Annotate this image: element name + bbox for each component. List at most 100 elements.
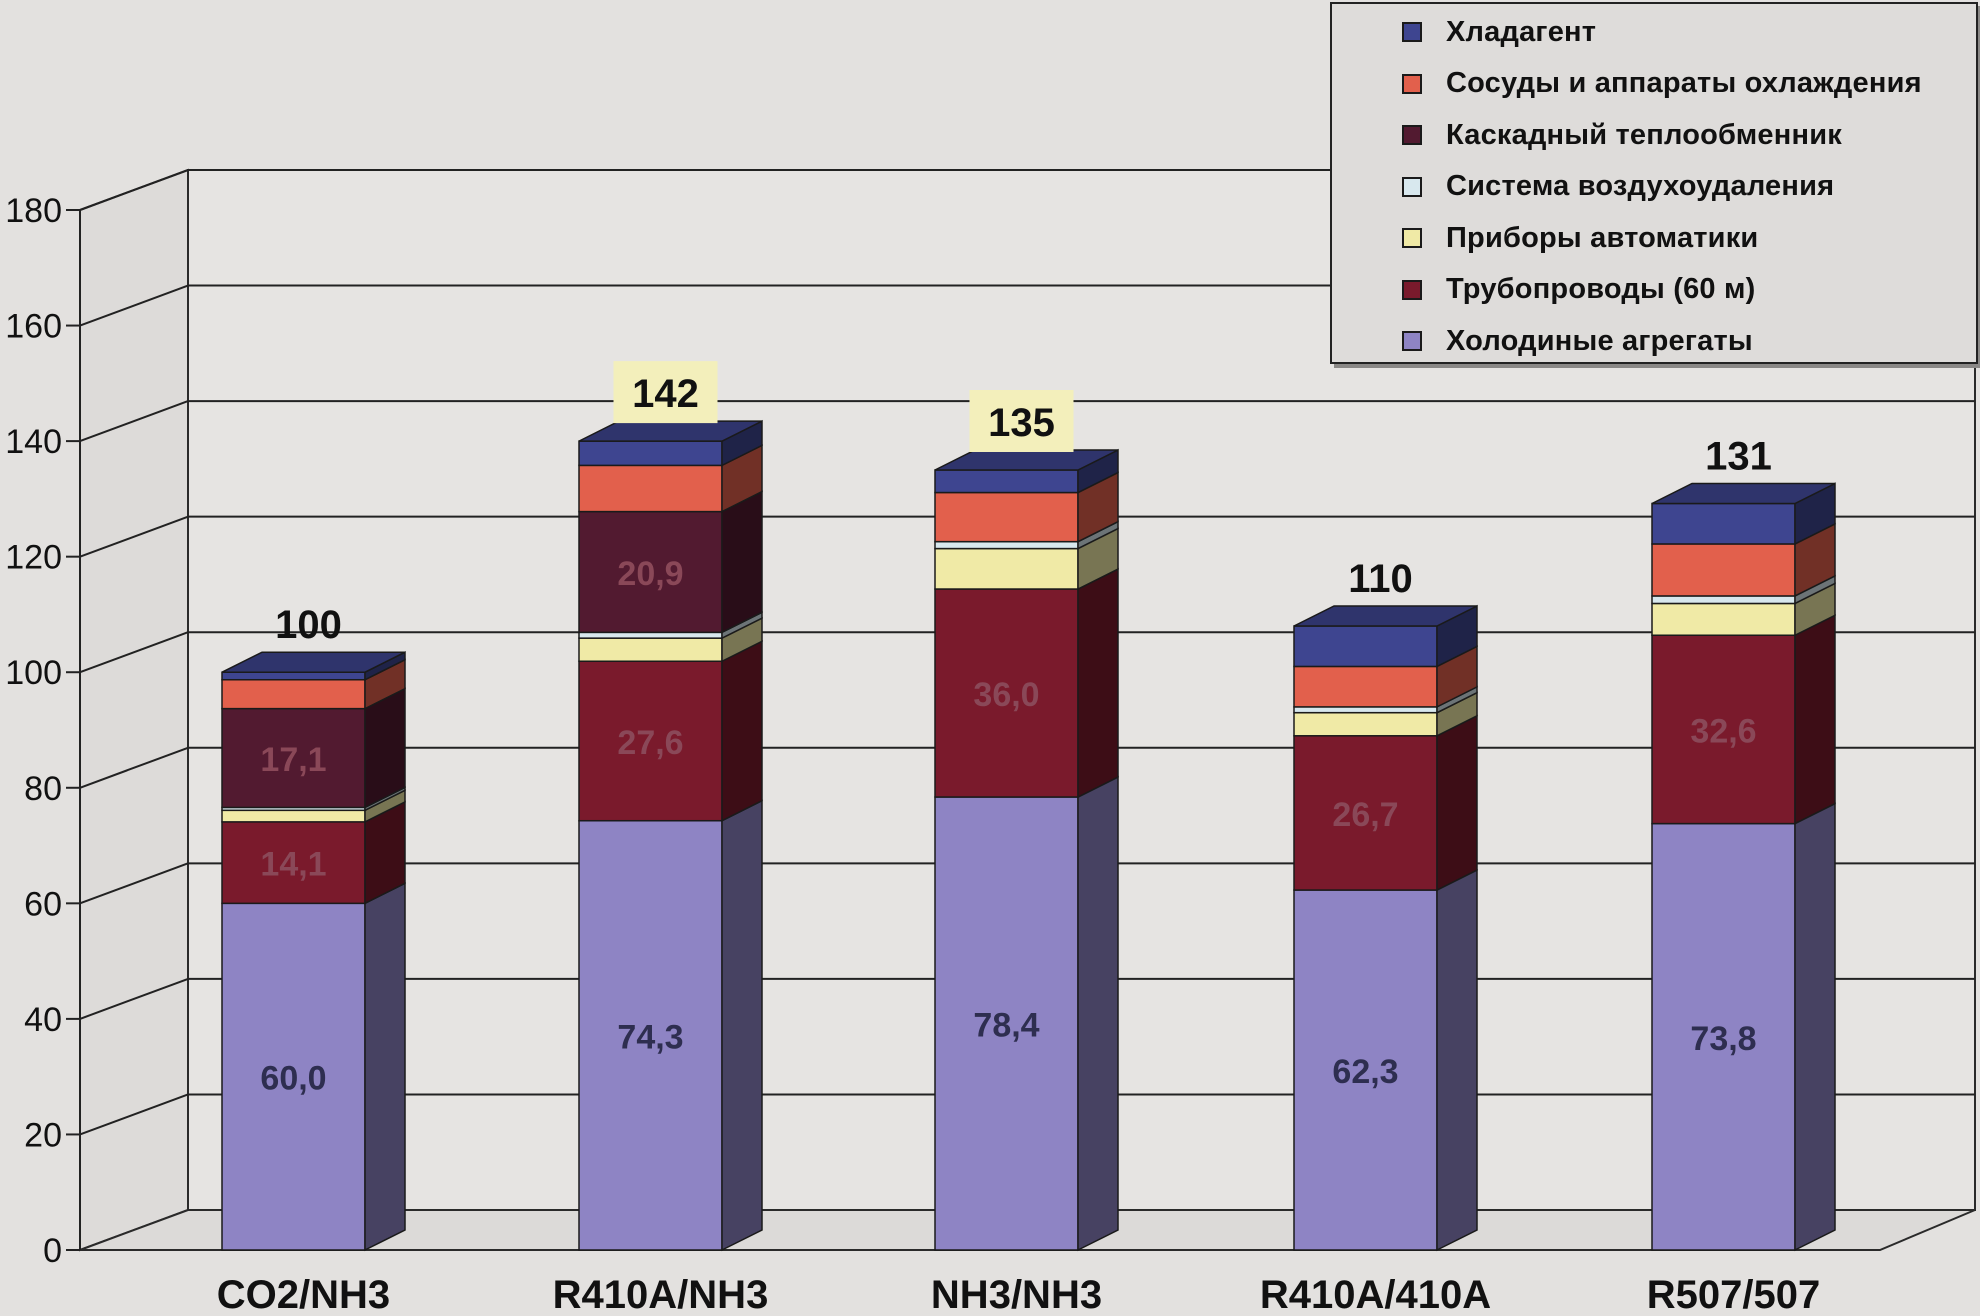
legend-item: Трубопроводы (60 м) (1402, 270, 1756, 310)
bar-segment: 60,0 (221, 882, 406, 1252)
legend-label: Хладагент (1446, 15, 1597, 48)
bar-segment: 32,6 (1651, 614, 1836, 825)
segment-value-label: 78,4 (973, 1007, 1039, 1045)
bar-segment: 74,3 (578, 799, 763, 1252)
bar-side (1077, 775, 1119, 1252)
bar-segment: 26,7 (1293, 714, 1478, 892)
segment-value-label: 26,7 (1332, 796, 1398, 834)
bar-face (1651, 602, 1796, 636)
legend-swatch (1402, 331, 1422, 351)
bar-face (221, 902, 366, 1251)
x-tick-label: CO2/NH3 (217, 1273, 390, 1316)
bar-face (221, 821, 366, 905)
x-tick-label: R410A/NH3 (553, 1273, 769, 1316)
legend-swatch (1402, 22, 1422, 42)
bar-side (721, 640, 763, 822)
total-value-label: 100 (275, 603, 342, 647)
legend-label: Трубопроводы (60 м) (1446, 273, 1756, 305)
bar-face (578, 819, 723, 1251)
legend-item: Каскадный теплообменник (1402, 115, 1842, 155)
bar-stack: 60,0 14,1 17,1 100 (221, 603, 406, 1252)
segment-value-label: 62,3 (1332, 1053, 1398, 1091)
bar-face (1293, 665, 1438, 708)
y-tick-label: 0 (43, 1232, 62, 1270)
bar-face (221, 809, 366, 823)
bar-stack: 62,3 26,7 110 (1293, 557, 1478, 1252)
bar-segment: 14,1 (221, 800, 406, 905)
bar-segment (221, 658, 406, 710)
gridline-side (79, 631, 189, 674)
y-tick-label: 40 (24, 1001, 62, 1039)
gridline-side (79, 977, 189, 1020)
bar-face (578, 464, 723, 513)
bar-segment: 62,3 (1293, 868, 1478, 1252)
bar-face (1651, 595, 1796, 605)
segment-value-label: 27,6 (617, 724, 683, 762)
bar-face (1293, 625, 1438, 668)
bar-face (1651, 543, 1796, 597)
y-tick-label: 80 (24, 770, 62, 808)
gridline-side (79, 746, 189, 789)
bar-segment (1651, 582, 1836, 637)
bar-face (578, 631, 723, 639)
bar-face (221, 707, 366, 809)
segment-value-label: 32,6 (1690, 712, 1756, 750)
y-tick-label: 120 (5, 539, 62, 577)
bar-top (221, 651, 406, 673)
bar-top (1293, 605, 1478, 627)
legend-label: Система воздухоудаления (1446, 170, 1835, 202)
bar-face (578, 637, 723, 662)
legend-swatch (1402, 125, 1422, 145)
bar-side (1436, 868, 1478, 1252)
total-value-label: 135 (988, 401, 1055, 445)
bar-segment: 17,1 (221, 687, 406, 809)
bar-segment (1651, 522, 1836, 598)
bar-side (1794, 614, 1836, 825)
bar-face (221, 678, 366, 710)
segment-value-label: 14,1 (260, 846, 326, 884)
bar-top (578, 420, 763, 442)
bar-segment (1293, 645, 1478, 709)
y-tick-label: 140 (5, 423, 62, 461)
legend-item: Система воздухоудаления (1402, 167, 1834, 207)
plot-side-wall (79, 168, 189, 1252)
legend: Хладагент Сосуды и аппараты охлаждения Кас… (1330, 2, 1978, 364)
total-label-bg (969, 390, 1074, 452)
bar-segment: 20,9 (578, 490, 763, 634)
bar-face (578, 440, 723, 467)
bar-stack: 78,4 36,0 135 (934, 390, 1119, 1252)
bar-face (934, 469, 1079, 494)
gridline-side (79, 1093, 189, 1136)
legend-label: Сосуды и аппараты охлаждения (1446, 67, 1922, 99)
x-tick-label: R410A/410A (1260, 1273, 1491, 1316)
bar-face (934, 588, 1079, 798)
bar-side (364, 882, 406, 1252)
total-label-bg (613, 361, 718, 424)
segment-value-label: 74,3 (617, 1018, 683, 1056)
bar-segment (578, 444, 763, 513)
bar-segment (934, 471, 1119, 543)
bar-face (934, 491, 1079, 543)
gridline-side (79, 862, 189, 905)
bar-top (934, 449, 1119, 471)
legend-swatch (1402, 176, 1422, 197)
legend-swatch (1402, 73, 1422, 94)
bar-side (721, 799, 763, 1252)
bar-face (934, 547, 1079, 590)
gridline-side (79, 400, 189, 443)
legend-label: Приборы автоматики (1446, 221, 1759, 254)
bar-face (934, 540, 1079, 550)
bar-face (578, 510, 723, 634)
y-tick-label: 60 (24, 885, 62, 923)
legend-swatch (1402, 228, 1422, 248)
total-value-label: 131 (1705, 435, 1772, 479)
y-tick-label: 160 (5, 308, 62, 346)
bar-face (1293, 706, 1438, 714)
segment-value-label: 60,0 (260, 1060, 326, 1098)
gridline-side (79, 169, 189, 211)
legend-label: Каскадный теплообменник (1446, 118, 1842, 151)
gridline-side (79, 515, 189, 558)
bar-segment (1651, 482, 1836, 546)
y-tick-label: 180 (5, 192, 62, 230)
